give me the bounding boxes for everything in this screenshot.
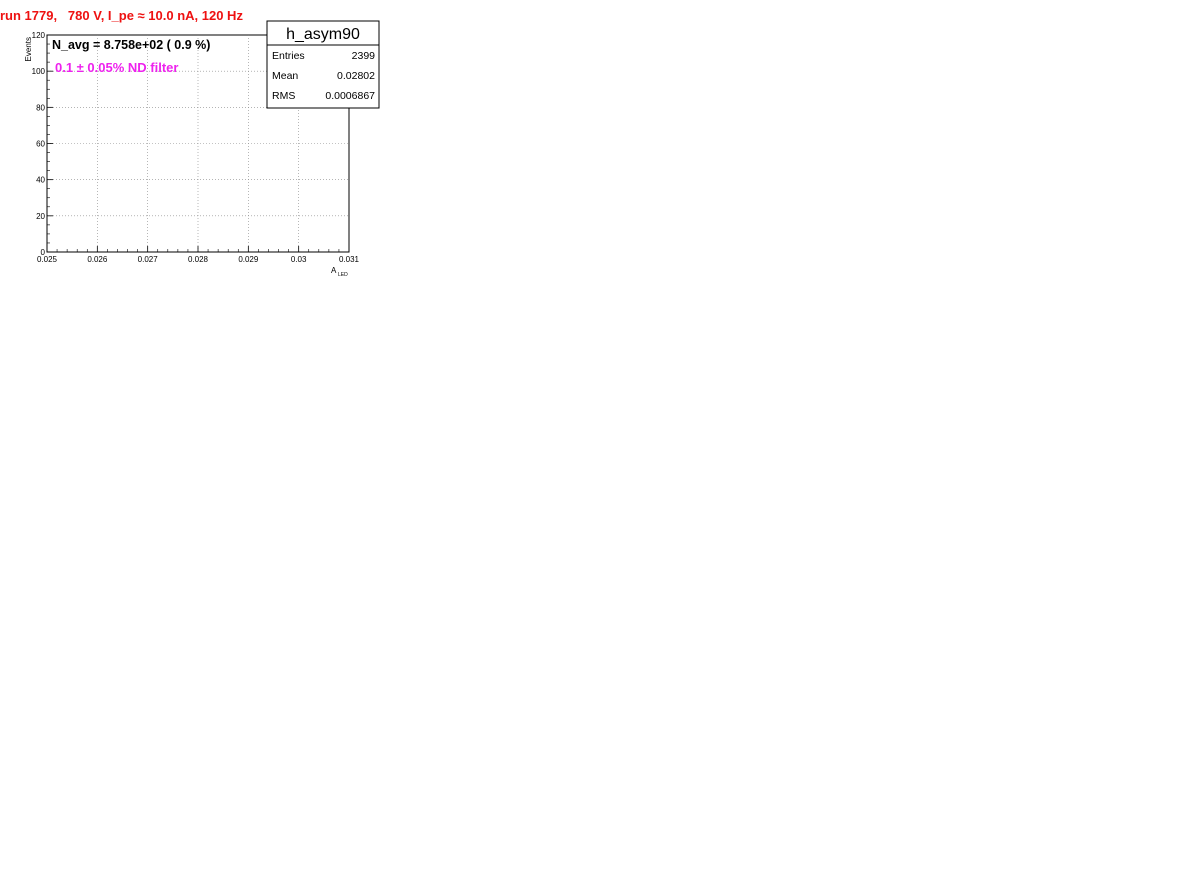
x-axis-label: A — [331, 266, 337, 275]
stats-box — [266, 20, 380, 109]
y-tick-label: 40 — [36, 176, 45, 185]
y-tick-label: 80 — [36, 103, 45, 112]
stats-title: h_asym90 — [286, 26, 360, 43]
x-tick-label: 0.026 — [87, 255, 108, 264]
filter-label: 0.1 ± 0.05% ND filter — [55, 60, 178, 75]
y-tick-label: 60 — [36, 140, 45, 149]
stats-key: Entries — [272, 50, 305, 62]
y-axis-label: Events — [24, 37, 33, 61]
x-axis-label-subscript: LED — [338, 272, 348, 278]
stats-value: 0.02802 — [337, 70, 375, 82]
page-title: run 1779, 780 V, I_pe ≈ 10.0 nA, 120 Hz — [0, 8, 243, 23]
stats-value: 2399 — [352, 50, 376, 62]
x-tick-label: 0.029 — [238, 255, 259, 264]
y-tick-label: 0 — [41, 248, 46, 257]
y-tick-label: 20 — [36, 212, 45, 221]
y-tick-label: 100 — [32, 67, 46, 76]
stats-key: Mean — [272, 70, 298, 82]
navg-label: N_avg = 8.758e+02 ( 0.9 %) — [52, 38, 210, 52]
stats-value: 0.0006867 — [325, 90, 375, 102]
x-tick-label: 0.025 — [37, 255, 58, 264]
x-tick-label: 0.027 — [138, 255, 159, 264]
x-tick-label: 0.031 — [339, 255, 360, 264]
y-tick-label: 120 — [32, 31, 46, 40]
x-tick-label: 0.03 — [291, 255, 307, 264]
stats-key: RMS — [272, 90, 295, 102]
histogram-panel-h_asym90: 0.025 0.026 0.027 0.028 0.029 0.03 0.031 0 20 40 6… — [24, 20, 380, 278]
x-tick-label: 0.028 — [188, 255, 209, 264]
